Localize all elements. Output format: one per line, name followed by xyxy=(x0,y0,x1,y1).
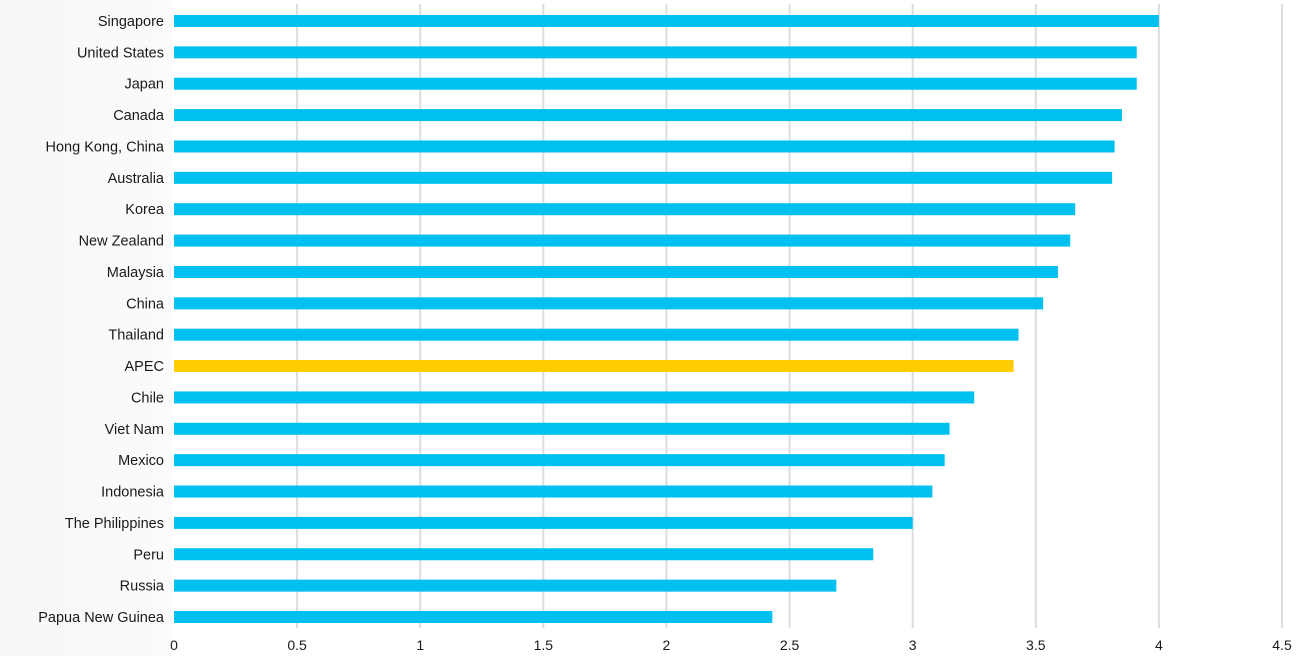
grid-lines xyxy=(296,4,1283,628)
bar xyxy=(174,548,874,561)
x-tick-label: 0 xyxy=(170,637,178,653)
category-label: Peru xyxy=(133,547,164,563)
bar xyxy=(174,391,975,404)
category-label: United States xyxy=(77,45,164,61)
category-label: The Philippines xyxy=(65,516,164,532)
category-label: Canada xyxy=(113,108,165,124)
bar xyxy=(174,297,1044,310)
category-label: Malaysia xyxy=(107,265,165,281)
category-label: China xyxy=(126,296,165,312)
category-label: Indonesia xyxy=(101,485,165,501)
bar xyxy=(174,611,773,623)
category-label: Hong Kong, China xyxy=(46,139,165,155)
bars xyxy=(174,15,1159,623)
x-tick-label: 4.5 xyxy=(1272,637,1292,653)
bar xyxy=(174,77,1137,90)
category-labels: Singapore United States Japan Canada Hong Ko… xyxy=(38,14,165,626)
bar xyxy=(174,265,1058,278)
category-label: Thailand xyxy=(108,328,164,344)
bar xyxy=(174,15,1159,27)
label-panel-background xyxy=(0,0,172,656)
category-label: Chile xyxy=(131,390,164,406)
bar xyxy=(174,328,1019,341)
x-tick-label: 3.5 xyxy=(1026,637,1046,653)
bar xyxy=(174,485,933,498)
category-label: Japan xyxy=(124,77,164,93)
bar xyxy=(174,579,837,592)
bar xyxy=(174,516,913,529)
bar-highlight xyxy=(174,360,1014,373)
bar xyxy=(174,140,1115,153)
category-label: Australia xyxy=(108,171,165,187)
bar xyxy=(174,109,1122,122)
x-tick-label: 3 xyxy=(909,637,917,653)
bar xyxy=(174,203,1076,216)
x-tick-labels: 0 0.5 1 1.5 2 2.5 3 3.5 4 4.5 xyxy=(170,637,1292,653)
category-label: New Zealand xyxy=(79,234,164,250)
x-tick-label: 4 xyxy=(1155,637,1163,653)
x-tick-label: 1.5 xyxy=(534,637,554,653)
x-tick-label: 1 xyxy=(416,637,424,653)
x-tick-label: 0.5 xyxy=(287,637,307,653)
bar xyxy=(174,454,945,467)
bar xyxy=(174,422,950,435)
category-label: APEC xyxy=(125,359,165,375)
category-label: Viet Nam xyxy=(105,422,164,438)
x-tick-label: 2 xyxy=(663,637,671,653)
bar xyxy=(174,234,1071,247)
bar xyxy=(174,171,1113,184)
category-label: Mexico xyxy=(118,453,164,469)
category-label: Korea xyxy=(125,202,165,218)
category-label: Singapore xyxy=(98,14,164,30)
category-label: Russia xyxy=(120,579,165,595)
bar xyxy=(174,46,1137,59)
category-label: Papua New Guinea xyxy=(38,610,165,626)
x-tick-label: 2.5 xyxy=(780,637,800,653)
